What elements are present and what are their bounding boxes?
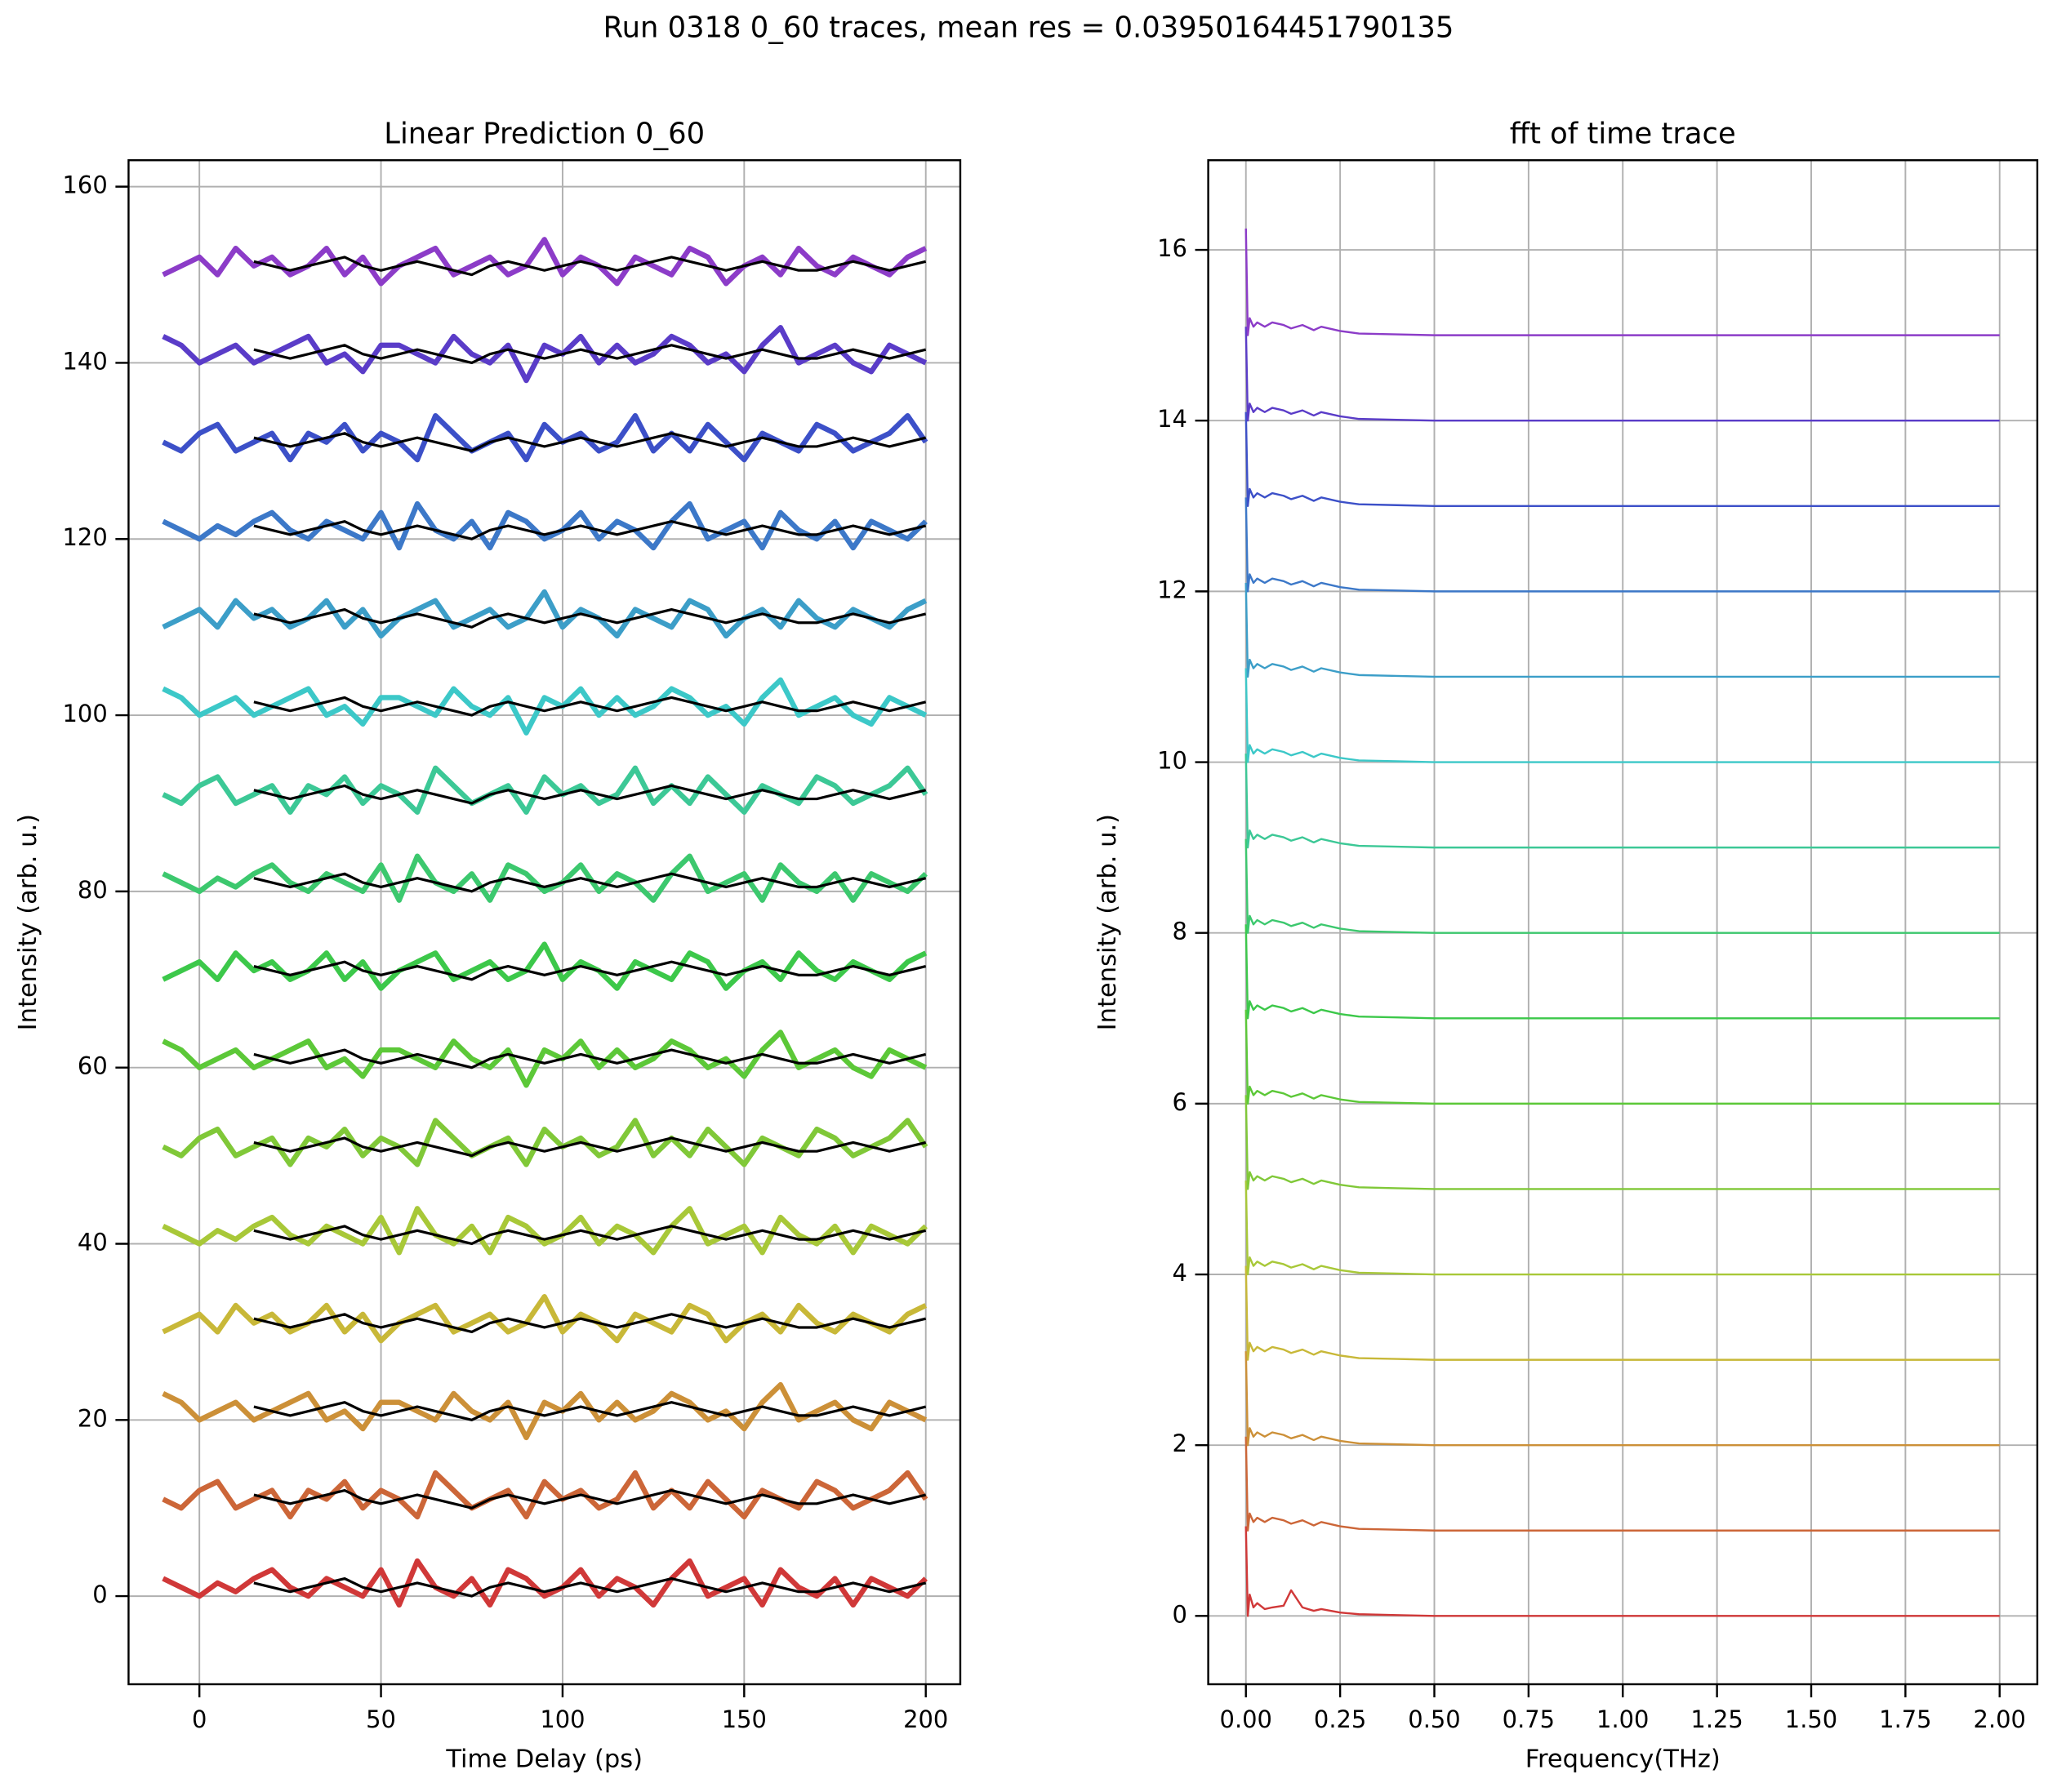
fit-line [253,1489,927,1510]
y-axis-label: Intensity (arb. u.) [14,814,42,1030]
y-tick-label: 60 [78,1052,108,1080]
fit-line [253,344,927,365]
x-tick-label: 0 [192,1705,207,1733]
trace-line [1244,327,2000,422]
x-tick-label: 1.50 [1785,1705,1837,1733]
trace-line [162,325,928,384]
y-tick-label: 16 [1157,234,1187,262]
trace-line [162,677,928,736]
y-tick-label: 4 [1172,1259,1187,1287]
y-tick-label: 80 [78,876,108,904]
trace-line [1244,1095,2000,1190]
trace-line [162,1029,928,1088]
y-tick-label: 2 [1172,1430,1187,1457]
trace-line [162,1381,928,1441]
fit-line [253,1136,927,1158]
trace-line [162,237,928,287]
trace-line [162,941,928,991]
y-tick-label: 0 [92,1581,107,1608]
trace-line [1244,838,2000,934]
trace-line [162,1206,928,1256]
trace-line [162,589,928,639]
trace-line [1244,497,2000,593]
trace-line [1244,1526,2000,1617]
fit-line [253,607,927,629]
fit-line [253,1576,927,1598]
y-axis-label: Intensity (arb. u.) [1093,814,1122,1030]
fit-line [253,784,927,805]
trace-line [1244,1351,2000,1447]
trace-line [1244,1265,2000,1361]
trace-line [162,1470,928,1520]
x-tick-label: 1.00 [1596,1705,1649,1733]
trace-line [162,765,928,815]
trace-line [1244,582,2000,678]
y-tick-label: 140 [63,347,108,375]
fit-line [253,1048,927,1069]
fit-line [253,1225,927,1246]
fit-line [253,256,927,277]
trace-line [162,500,928,551]
x-tick-label: 0.75 [1503,1705,1555,1733]
y-tick-label: 8 [1172,918,1187,945]
axes-title: Linear Prediction 0_60 [384,118,705,151]
y-tick-label: 0 [1172,1600,1187,1628]
trace-line [1244,924,2000,1020]
y-tick-label: 14 [1157,405,1187,433]
trace-line [162,853,928,903]
trace-line [162,412,928,463]
x-tick-label: 200 [903,1705,948,1733]
x-tick-label: 0.25 [1314,1705,1366,1733]
fit-line [253,1313,927,1333]
fit-line [253,960,927,981]
axes-frame [1207,159,2039,1686]
y-tick-label: 6 [1172,1088,1187,1116]
y-tick-label: 20 [78,1404,108,1432]
trace-line [1244,754,2000,849]
figure-title: Run 0318 0_60 traces, mean res = 0.03950… [603,11,1454,45]
x-tick-label: 2.00 [1974,1705,2026,1733]
x-axis-label: Time Delay (ps) [445,1745,643,1774]
x-axis-label: Frequency(THz) [1525,1745,1721,1774]
x-tick-label: 0.50 [1408,1705,1460,1733]
x-tick-label: 1.75 [1879,1705,1931,1733]
trace-line [162,1558,928,1608]
x-tick-label: 50 [366,1705,396,1733]
fit-line [253,1401,927,1421]
x-tick-label: 150 [722,1705,767,1733]
trace-line [162,1118,928,1167]
fit-line [253,520,927,540]
fit-line [253,872,927,893]
y-tick-label: 40 [78,1228,108,1256]
fit-line [253,432,927,452]
axes-frame [127,159,962,1686]
x-tick-label: 1.25 [1690,1705,1743,1733]
trace-line [1244,1180,2000,1276]
trace-line [1244,228,2000,336]
x-tick-label: 0.00 [1220,1705,1272,1733]
y-tick-label: 160 [63,171,108,199]
fit-line [253,696,927,717]
axes-title: fft of time trace [1510,118,1736,151]
trace-line [1244,1009,2000,1105]
y-tick-label: 120 [63,523,108,551]
y-tick-label: 12 [1157,576,1187,603]
trace-line [162,1294,928,1344]
y-tick-label: 10 [1157,747,1187,775]
x-tick-label: 100 [540,1705,585,1733]
trace-line [1244,1436,2000,1532]
y-tick-label: 100 [63,700,108,727]
trace-line [1244,411,2000,508]
trace-line [1244,668,2000,763]
